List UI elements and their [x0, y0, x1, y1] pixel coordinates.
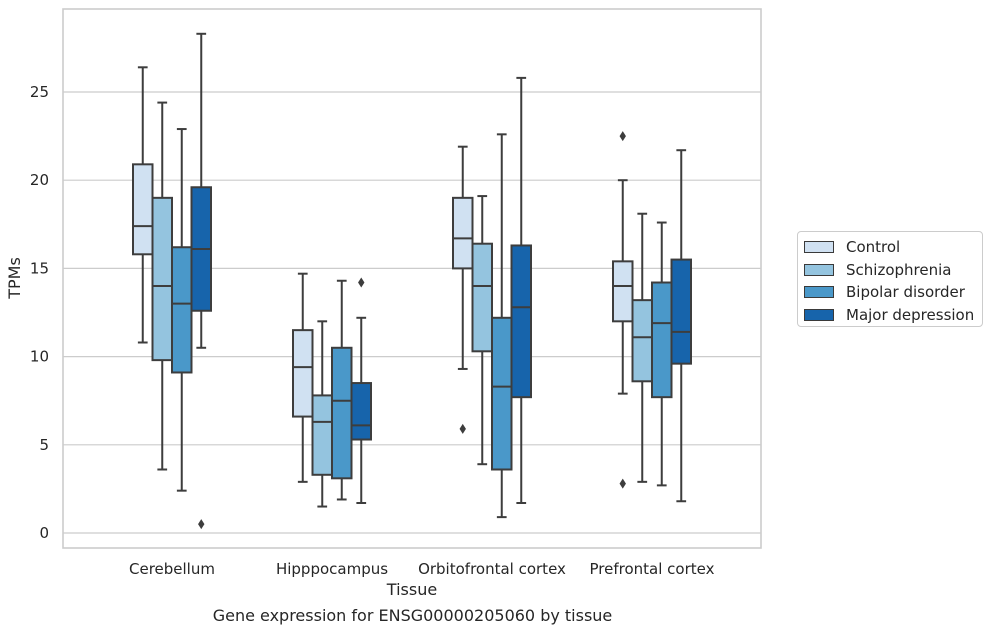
- iqr-box: [350, 382, 372, 441]
- x-axis-label: Tissue: [386, 580, 437, 599]
- outlier-point: [358, 277, 365, 288]
- iqr-box: [471, 242, 493, 353]
- iqr-box: [311, 394, 333, 476]
- y-tick-label: 10: [30, 348, 49, 366]
- box-bipolar-disorder: [491, 133, 513, 519]
- x-tick-label: Prefrontal cortex: [590, 560, 715, 578]
- x-tick-label: Cerebellum: [129, 560, 215, 578]
- y-tick-label: 5: [39, 436, 49, 454]
- legend-label: Bipolar disorder: [846, 283, 965, 302]
- box-control: [132, 66, 154, 344]
- y-tick-label: 25: [30, 83, 49, 101]
- legend-swatch: [804, 308, 834, 321]
- outlier-point: [619, 131, 626, 142]
- iqr-box: [651, 281, 673, 399]
- legend-item: Schizophrenia: [804, 259, 982, 282]
- box-bipolar-disorder: [331, 279, 353, 501]
- box-schizophrenia: [311, 320, 333, 508]
- plot-frame: [62, 8, 762, 549]
- iqr-box: [331, 346, 353, 480]
- iqr-box: [292, 329, 314, 418]
- box-schizophrenia: [471, 195, 493, 466]
- outlier-point: [459, 423, 466, 434]
- axis-ticks: 0 5 10 15 20 25 Cerebellum Hipppocampus Orbitofr…: [30, 83, 715, 578]
- box-schizophrenia: [151, 101, 173, 471]
- legend-label: Schizophrenia: [846, 260, 952, 279]
- box-control: [452, 145, 474, 434]
- legend-item: Bipolar disorder: [804, 281, 982, 304]
- legend-swatch: [804, 263, 834, 276]
- iqr-box: [670, 258, 692, 365]
- box-bipolar-disorder: [171, 128, 193, 492]
- box-major-depression: [190, 32, 212, 530]
- iqr-box: [491, 316, 513, 471]
- y-tick-label: 15: [30, 259, 49, 277]
- legend-item: Control: [804, 236, 982, 259]
- legend-swatch: [804, 241, 834, 254]
- legend: Control Schizophrenia Bipolar disorder Majo…: [797, 231, 983, 327]
- x-tick-label: Hipppocampus: [276, 560, 388, 578]
- iqr-box: [151, 196, 173, 362]
- iqr-box: [510, 244, 532, 399]
- iqr-box: [132, 163, 154, 256]
- y-tick-label: 0: [39, 524, 49, 542]
- box-bipolar-disorder: [651, 221, 673, 487]
- iqr-box: [171, 246, 193, 374]
- y-tick-label: 20: [30, 171, 49, 189]
- outlier-point: [198, 519, 205, 530]
- iqr-box: [612, 260, 634, 323]
- legend-swatch: [804, 286, 834, 299]
- box-control: [292, 272, 314, 483]
- box-major-depression: [510, 76, 532, 505]
- legend-label: Control: [846, 238, 901, 257]
- legend-label: Major depression: [846, 305, 975, 324]
- box-major-depression: [350, 277, 372, 505]
- box-major-depression: [670, 149, 692, 503]
- box-schizophrenia: [631, 212, 653, 483]
- y-axis-label: TPMs: [5, 257, 24, 300]
- box-plot-marks: [132, 32, 692, 530]
- box-control: [612, 131, 634, 489]
- legend-item: Major depression: [804, 304, 982, 327]
- iqr-box: [631, 299, 653, 383]
- outlier-point: [619, 478, 626, 489]
- iqr-box: [452, 196, 474, 270]
- chart-caption: Gene expression for ENSG00000205060 by t…: [212, 606, 613, 625]
- x-tick-label: Orbitofrontal cortex: [418, 560, 566, 578]
